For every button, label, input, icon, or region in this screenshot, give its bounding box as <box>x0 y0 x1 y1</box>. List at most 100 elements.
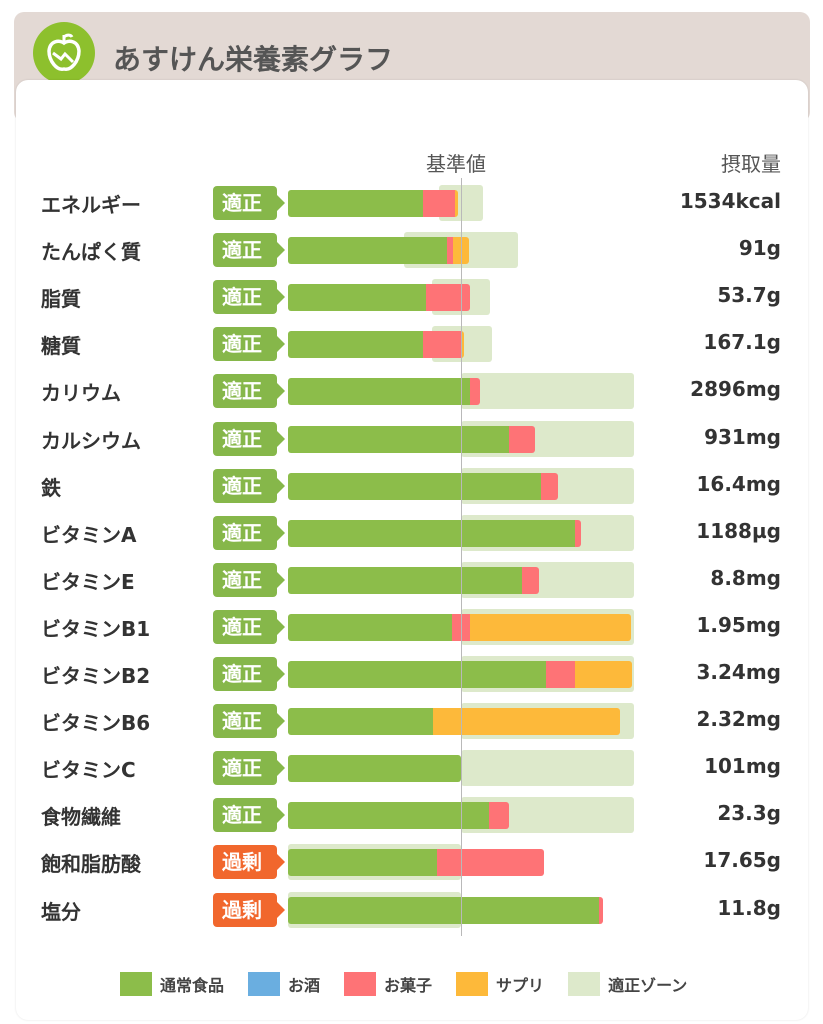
legend-item: お酒 <box>248 972 320 996</box>
intake-value: 11.8g <box>717 895 781 920</box>
nutrient-name: エネルギー <box>41 193 141 217</box>
nutrient-name: 鉄 <box>41 475 61 500</box>
legend-swatch <box>456 972 489 996</box>
nutrient-row: ビタミンE 適正 8.8mg <box>0 560 823 600</box>
normal-food-segment <box>288 284 427 312</box>
optimal-zone <box>461 750 634 787</box>
intake-value: 16.4mg <box>696 471 781 496</box>
nutrient-name: たんぱく質 <box>41 240 141 265</box>
nutrient-row: ビタミンB2 適正 3.24mg <box>0 654 823 694</box>
snack-segment <box>521 566 539 594</box>
legend-swatch <box>120 972 152 996</box>
nutrient-name: 飽和脂肪酸 <box>41 852 141 877</box>
nutrient-row: 食物繊維 適正 23.3g <box>0 795 823 835</box>
legend-item: 適正ゾーン <box>568 972 687 996</box>
nutrient-row: ビタミンA 適正 1188µg <box>0 513 823 553</box>
legend-label: お酒 <box>288 976 321 995</box>
intake-column-label: 摂取量 <box>721 152 781 176</box>
nutrient-name: ビタミンE <box>41 569 135 594</box>
supplement-segment <box>575 661 633 688</box>
normal-food-segment <box>288 661 546 688</box>
legend-item: お菓子 <box>344 972 432 996</box>
nutrient-row: カルシウム 適正 931mg <box>0 419 823 459</box>
snack-segment <box>436 849 545 877</box>
nutrient-row: たんぱく質 適正 91g <box>0 230 823 270</box>
status-badge: 適正 <box>213 562 285 597</box>
legend-item: 通常食品 <box>120 972 224 996</box>
nutrient-name: カルシウム <box>41 428 141 453</box>
snack-segment <box>426 284 470 312</box>
nutrient-name: ビタミンB2 <box>41 664 151 688</box>
nutrient-name: ビタミンB6 <box>41 711 151 736</box>
nutrient-name: 糖質 <box>41 334 81 359</box>
normal-food-segment <box>288 708 434 736</box>
snack-segment <box>509 425 536 453</box>
status-badge: 過剰 <box>213 892 285 927</box>
nutrient-row: 塩分 過剰 11.8g <box>0 890 823 930</box>
apple-logo-icon <box>33 22 95 84</box>
status-badge: 適正 <box>213 280 285 315</box>
nutrient-row: 飽和脂肪酸 過剰 17.65g <box>0 842 823 882</box>
snack-segment <box>452 613 470 641</box>
nutrient-row: 鉄 適正 16.4mg <box>0 466 823 506</box>
normal-food-segment <box>288 519 576 547</box>
nutrient-name: ビタミンB1 <box>41 616 151 641</box>
status-badge: 適正 <box>213 233 285 268</box>
intake-value: 167.1g <box>703 330 781 355</box>
normal-food-segment <box>288 425 510 453</box>
normal-food-segment <box>288 190 423 217</box>
nutrient-row: エネルギー 適正 1534kcal <box>0 183 823 223</box>
legend-label: サプリ <box>496 976 545 995</box>
nutrient-name: ビタミンC <box>41 758 136 783</box>
status-badge: 適正 <box>213 186 285 220</box>
status-badge: 過剰 <box>213 845 285 880</box>
status-badge: 適正 <box>213 468 285 503</box>
intake-value: 3.24mg <box>696 660 781 684</box>
nutrient-row: カリウム 適正 2896mg <box>0 371 823 411</box>
status-badge: 適正 <box>213 327 285 362</box>
status-badge: 適正 <box>213 374 285 409</box>
intake-value: 8.8mg <box>710 565 781 590</box>
snack-segment <box>447 237 454 265</box>
reference-label: 基準値 <box>426 152 486 176</box>
nutrient-row: ビタミンC 適正 101mg <box>0 748 823 788</box>
status-badge: 適正 <box>213 657 285 691</box>
normal-food-segment <box>288 237 448 265</box>
normal-food-segment <box>288 566 522 594</box>
nutrient-row: 糖質 適正 167.1g <box>0 324 823 364</box>
normal-food-segment <box>288 331 423 359</box>
normal-food-segment <box>288 755 461 783</box>
normal-food-segment <box>288 849 437 877</box>
intake-value: 17.65g <box>703 848 781 873</box>
intake-value: 101mg <box>704 754 781 779</box>
normal-food-segment <box>288 378 470 406</box>
intake-value: 1534kcal <box>679 189 781 213</box>
snack-segment <box>488 802 510 830</box>
legend-label: 通常食品 <box>160 976 225 995</box>
normal-food-segment <box>288 472 541 500</box>
intake-value: 1188µg <box>696 518 781 543</box>
normal-food-segment <box>288 802 489 830</box>
nutrient-row: ビタミンB6 適正 2.32mg <box>0 701 823 741</box>
legend-swatch <box>568 972 601 996</box>
status-badge: 適正 <box>213 609 285 644</box>
supplement-segment <box>469 613 631 641</box>
intake-value: 2896mg <box>690 377 781 402</box>
status-badge: 適正 <box>213 704 285 739</box>
snack-segment <box>422 331 461 359</box>
status-badge: 適正 <box>213 421 285 456</box>
snack-segment <box>422 190 455 217</box>
snack-segment <box>469 378 481 406</box>
status-badge: 適正 <box>213 798 285 833</box>
normal-food-segment <box>288 896 600 924</box>
optimal-zone <box>461 373 634 410</box>
snack-segment <box>540 472 558 500</box>
legend: 通常食品 お酒 お菓子 サプリ 適正ゾーン <box>120 972 711 996</box>
nutrient-name: 塩分 <box>41 899 81 924</box>
intake-value: 1.95mg <box>696 612 781 637</box>
reference-line <box>461 178 462 936</box>
supplement-segment <box>453 237 469 265</box>
nutrient-name: 食物繊維 <box>41 805 121 830</box>
nutrient-row: ビタミンB1 適正 1.95mg <box>0 607 823 647</box>
snack-segment <box>599 896 603 924</box>
